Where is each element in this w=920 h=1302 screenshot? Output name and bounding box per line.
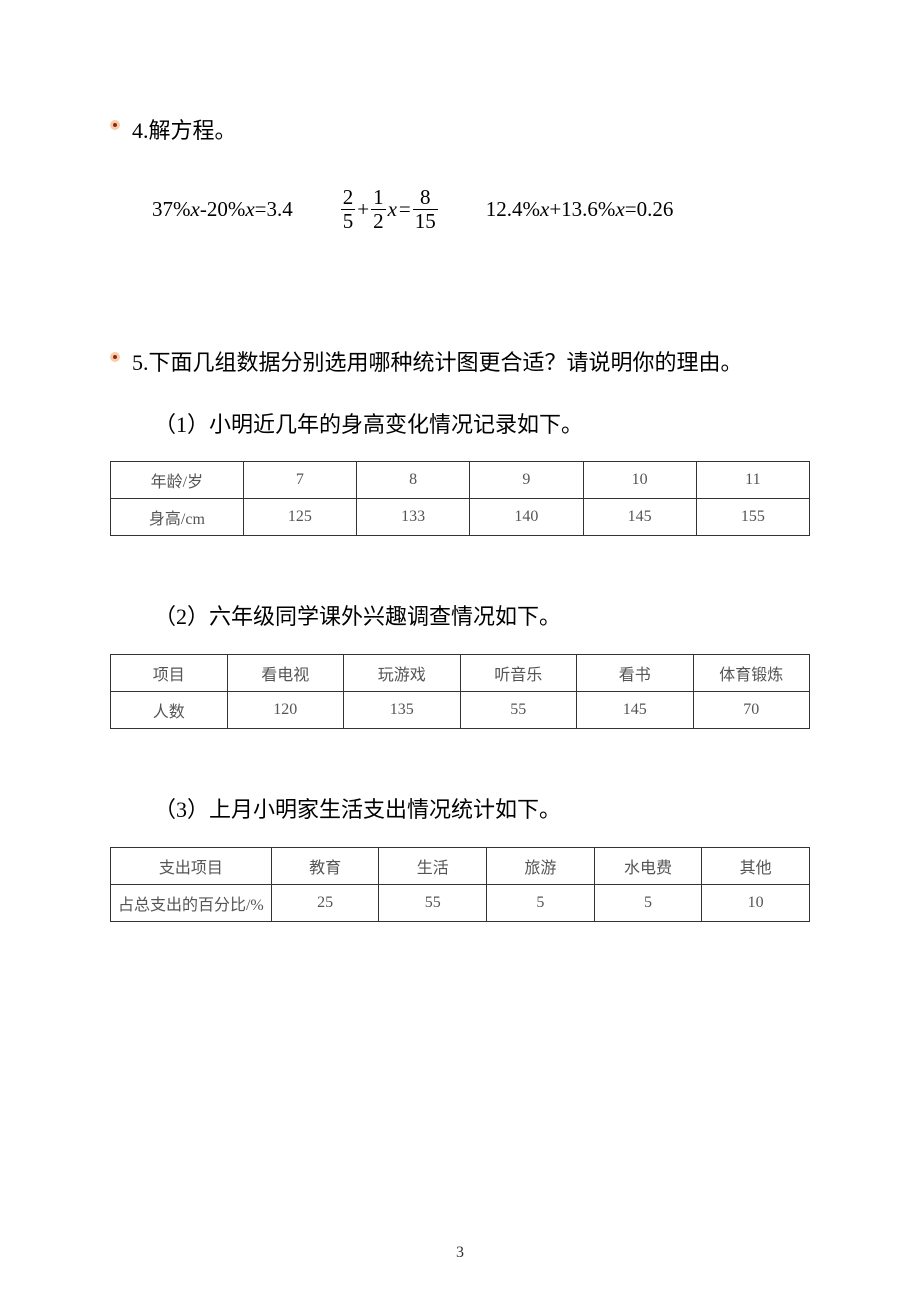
frac3-den: 15 (413, 209, 438, 232)
q5-part3-table-wrap: 支出项目教育生活旅游水电费其他占总支出的百分比/%25555510 (110, 847, 810, 922)
eq3-right: =0.26 (625, 197, 674, 221)
eq1-mid: -20% (200, 197, 246, 221)
eq3-left: 12.4% (486, 197, 540, 221)
table-cell: 25 (271, 884, 379, 921)
question-5: 5.下面几组数据分别选用哪种统计图更合适？请说明你的理由。 (110, 342, 810, 384)
table-cell: 占总支出的百分比/% (111, 884, 272, 921)
table-cell: 55 (460, 692, 577, 729)
q5-part3-prompt: （3）上月小明家生活支出情况统计如下。 (154, 789, 810, 831)
table-cell: 人数 (111, 692, 228, 729)
table-cell: 10 (702, 884, 810, 921)
table-cell: 125 (243, 499, 356, 536)
eq1-left: 37% (152, 197, 191, 221)
question-5-title: 5.下面几组数据分别选用哪种统计图更合适？请说明你的理由。 (132, 342, 743, 384)
table-cell: 155 (696, 499, 809, 536)
bullet-inner (113, 123, 117, 127)
table-header-cell: 其他 (702, 847, 810, 884)
table-header-cell: 11 (696, 462, 809, 499)
table-header-cell: 10 (583, 462, 696, 499)
eq1-right: =3.4 (255, 197, 293, 221)
frac1-den: 5 (341, 209, 356, 232)
page-number: 3 (0, 1244, 920, 1262)
question-4: 4.解方程。 (110, 110, 810, 152)
table-row: 人数1201355514570 (111, 692, 810, 729)
table-header-cell: 水电费 (594, 847, 702, 884)
table-header-cell: 看电视 (227, 655, 344, 692)
table-cell: 55 (379, 884, 487, 921)
table-header-cell: 听音乐 (460, 655, 577, 692)
equation-3: 12.4%x+13.6%x=0.26 (486, 197, 674, 222)
q5-part2-prompt: （2）六年级同学课外兴趣调查情况如下。 (154, 596, 810, 638)
table-cell: 身高/cm (111, 499, 244, 536)
q5-part1-table-wrap: 年龄/岁7891011身高/cm125133140145155 (110, 461, 810, 536)
table-header-cell: 年龄/岁 (111, 462, 244, 499)
table-row: 身高/cm125133140145155 (111, 499, 810, 536)
table-header-cell: 体育锻炼 (693, 655, 810, 692)
q5-part2-table-wrap: 项目看电视玩游戏听音乐看书体育锻炼人数1201355514570 (110, 654, 810, 729)
eq2-plus: + (357, 197, 369, 222)
q5-part1-table: 年龄/岁7891011身高/cm125133140145155 (110, 461, 810, 536)
bullet-icon (110, 352, 120, 362)
table-header-cell: 玩游戏 (344, 655, 461, 692)
fraction-3: 8 15 (413, 187, 438, 232)
frac2-den: 2 (371, 209, 386, 232)
table-cell: 70 (693, 692, 810, 729)
table-header-cell: 支出项目 (111, 847, 272, 884)
table-cell: 133 (357, 499, 470, 536)
table-cell: 140 (470, 499, 583, 536)
table-header-row: 项目看电视玩游戏听音乐看书体育锻炼 (111, 655, 810, 692)
q5-part2-table: 项目看电视玩游戏听音乐看书体育锻炼人数1201355514570 (110, 654, 810, 729)
table-cell: 5 (594, 884, 702, 921)
table-header-row: 支出项目教育生活旅游水电费其他 (111, 847, 810, 884)
table-header-cell: 教育 (271, 847, 379, 884)
table-header-row: 年龄/岁7891011 (111, 462, 810, 499)
frac1-num: 2 (341, 187, 356, 209)
table-header-cell: 项目 (111, 655, 228, 692)
fraction-2: 1 2 (371, 187, 386, 232)
table-cell: 135 (344, 692, 461, 729)
table-header-cell: 旅游 (487, 847, 595, 884)
eq2-eq: = (399, 197, 411, 222)
frac3-num: 8 (418, 187, 433, 209)
table-cell: 145 (583, 499, 696, 536)
equation-1: 37%x-20%x=3.4 (152, 197, 293, 222)
eq3-mid: +13.6% (549, 197, 615, 221)
bullet-inner (113, 355, 117, 359)
equations-row: 37%x-20%x=3.4 2 5 + 1 2 x = 8 15 12.4%x+… (152, 187, 810, 232)
table-header-cell: 9 (470, 462, 583, 499)
table-header-cell: 生活 (379, 847, 487, 884)
table-header-cell: 看书 (577, 655, 694, 692)
page: 4.解方程。 37%x-20%x=3.4 2 5 + 1 2 x = 8 15 … (0, 0, 920, 1302)
question-4-title: 4.解方程。 (132, 110, 237, 152)
equation-2: 2 5 + 1 2 x = 8 15 (341, 187, 438, 232)
table-header-cell: 7 (243, 462, 356, 499)
bullet-icon (110, 120, 120, 130)
table-cell: 120 (227, 692, 344, 729)
q5-part3-table: 支出项目教育生活旅游水电费其他占总支出的百分比/%25555510 (110, 847, 810, 922)
table-cell: 5 (487, 884, 595, 921)
table-header-cell: 8 (357, 462, 470, 499)
table-row: 占总支出的百分比/%25555510 (111, 884, 810, 921)
frac2-num: 1 (371, 187, 386, 209)
q5-part1-prompt: （1）小明近几年的身高变化情况记录如下。 (154, 404, 810, 446)
fraction-1: 2 5 (341, 187, 356, 232)
table-cell: 145 (577, 692, 694, 729)
